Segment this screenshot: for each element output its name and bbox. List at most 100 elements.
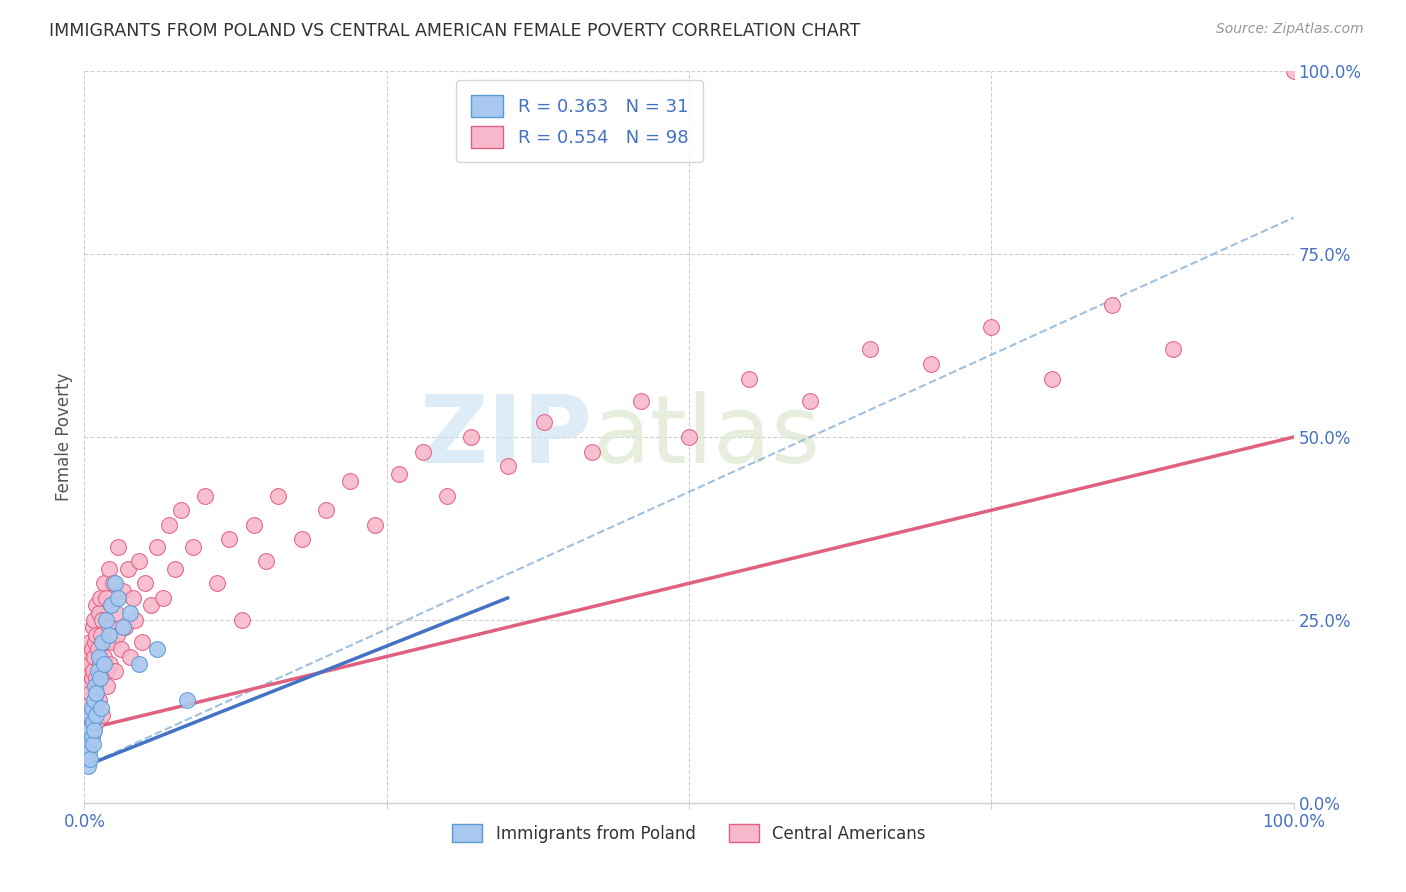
Point — [80, 730, 103, 744]
Point — [77, 745, 100, 759]
Point — [86, 708, 108, 723]
Point — [104, 664, 127, 678]
Point — [231, 613, 253, 627]
Point — [124, 613, 146, 627]
Point — [128, 657, 150, 671]
Point — [82, 715, 104, 730]
Point — [291, 533, 314, 547]
Point — [388, 467, 411, 481]
Point — [94, 635, 117, 649]
Point — [678, 430, 700, 444]
Point — [83, 693, 105, 707]
Point — [79, 657, 101, 671]
Point — [84, 693, 107, 707]
Point — [139, 599, 162, 613]
Point — [79, 730, 101, 744]
Point — [242, 517, 264, 532]
Point — [87, 606, 110, 620]
Point — [165, 562, 187, 576]
Point — [91, 613, 114, 627]
Point — [96, 679, 118, 693]
Point — [80, 700, 103, 714]
Point — [207, 576, 229, 591]
Point — [77, 664, 100, 678]
Point — [315, 503, 337, 517]
Point — [77, 708, 100, 723]
Point — [79, 686, 101, 700]
Point — [84, 679, 107, 693]
Point — [105, 627, 128, 641]
Point — [79, 752, 101, 766]
Point — [121, 591, 143, 605]
Point — [120, 649, 142, 664]
Point — [496, 459, 519, 474]
Point — [82, 664, 104, 678]
Point — [104, 576, 127, 591]
Point — [89, 591, 111, 605]
Point — [146, 642, 169, 657]
Point — [363, 517, 385, 532]
Point — [254, 554, 277, 568]
Text: Source: ZipAtlas.com: Source: ZipAtlas.com — [1216, 22, 1364, 37]
Point — [107, 591, 129, 605]
Point — [146, 540, 169, 554]
Point — [83, 649, 105, 664]
Text: atlas: atlas — [592, 391, 821, 483]
Point — [1040, 371, 1063, 385]
Point — [460, 430, 482, 444]
Point — [97, 627, 120, 641]
Point — [93, 576, 115, 591]
Point — [83, 723, 105, 737]
Point — [103, 576, 125, 591]
Point — [117, 562, 139, 576]
Point — [339, 474, 361, 488]
Point — [84, 635, 107, 649]
Point — [859, 343, 882, 357]
Point — [110, 642, 132, 657]
Point — [218, 533, 240, 547]
Point — [90, 627, 112, 641]
Point — [97, 562, 120, 576]
Point — [93, 657, 115, 671]
Point — [1282, 64, 1305, 78]
Point — [799, 393, 821, 408]
Point — [82, 620, 104, 634]
Point — [86, 679, 108, 693]
Point — [131, 635, 153, 649]
Point — [581, 444, 603, 458]
Point — [86, 627, 108, 641]
Point — [86, 642, 108, 657]
Point — [87, 693, 110, 707]
Point — [104, 606, 127, 620]
Point — [77, 649, 100, 664]
Point — [86, 686, 108, 700]
Point — [86, 672, 108, 686]
Text: ZIP: ZIP — [419, 391, 592, 483]
Point — [738, 371, 761, 385]
Point — [80, 642, 103, 657]
Point — [79, 708, 101, 723]
Point — [533, 416, 555, 430]
Point — [89, 672, 111, 686]
Point — [89, 657, 111, 671]
Point — [128, 554, 150, 568]
Point — [76, 693, 98, 707]
Point — [630, 393, 652, 408]
Point — [170, 503, 193, 517]
Point — [112, 583, 135, 598]
Legend: Immigrants from Poland, Central Americans: Immigrants from Poland, Central American… — [446, 818, 932, 849]
Point — [114, 620, 136, 634]
Point — [94, 591, 117, 605]
Point — [86, 664, 108, 678]
Point — [77, 679, 100, 693]
Point — [100, 599, 122, 613]
Point — [87, 649, 110, 664]
Point — [83, 723, 105, 737]
Point — [101, 635, 124, 649]
Point — [83, 613, 105, 627]
Point — [91, 708, 114, 723]
Point — [79, 635, 101, 649]
Point — [980, 320, 1002, 334]
Point — [77, 737, 100, 751]
Point — [920, 357, 942, 371]
